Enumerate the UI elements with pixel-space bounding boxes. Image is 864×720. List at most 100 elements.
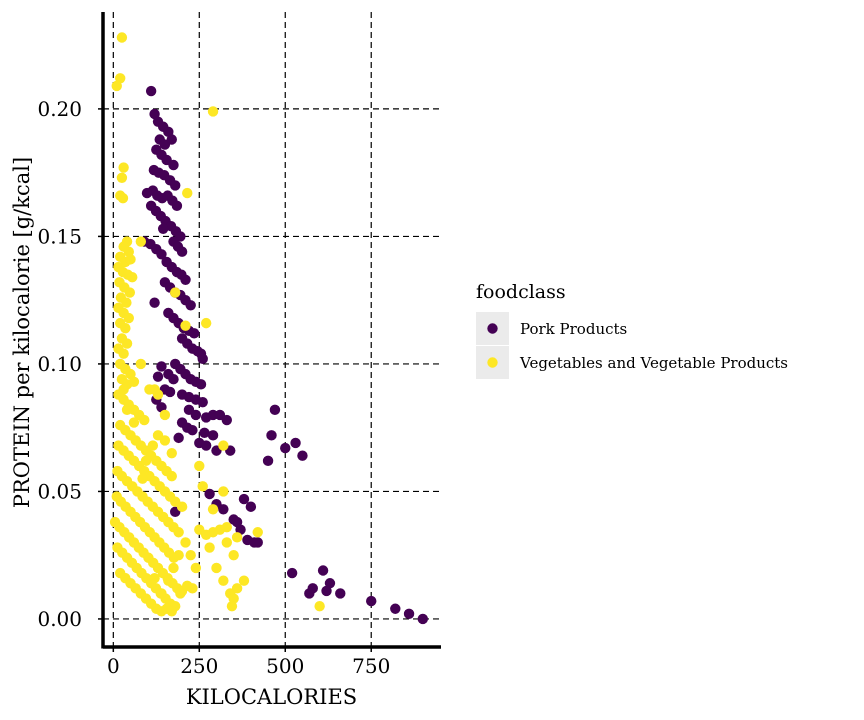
data-point [197,353,208,365]
data-point [180,274,191,285]
data-point [120,323,131,334]
legend-entries: Pork Products Vegetables and Vegetable Pr… [476,312,788,379]
data-point [116,172,128,183]
data-point [176,501,188,512]
data-point [149,572,160,584]
data-point [226,600,238,612]
data-point [121,404,133,416]
data-point [173,549,184,561]
x-tick-label: 250 [180,654,218,678]
data-point [314,600,325,612]
data-point [111,80,122,92]
data-point [221,521,232,533]
data-point [182,187,193,199]
x-tick-label: 750 [352,654,390,678]
data-point [187,425,198,436]
data-point [164,386,176,398]
data-point [117,192,129,204]
data-point [207,106,219,117]
data-point [221,537,232,548]
data-point [238,493,250,505]
data-point [231,516,243,528]
data-point [166,470,177,482]
data-point [159,435,171,446]
legend-entry: Vegetables and Vegetable Products [476,346,788,379]
x-tick-label: 500 [266,654,304,678]
data-point [166,447,177,459]
data-point [286,567,298,579]
data-point [417,613,429,625]
y-axis-title: PROTEIN per kilocalorie [g/kcal] [10,157,34,508]
data-point [231,583,243,594]
tick-labels: 0 250 500 750 0.00 0.05 0.10 0.15 0.20 [37,97,390,678]
legend-title: foodclass [476,281,566,303]
x-tick-label: 0 [107,654,120,678]
data-point [188,328,200,339]
data-point [207,527,219,538]
data-point [207,430,219,441]
data-point [156,588,167,599]
data-point [211,562,222,574]
data-point [390,603,401,614]
data-point [207,504,219,515]
data-point [187,583,198,594]
data-point [266,430,277,441]
data-point [252,537,263,548]
data-point [141,187,153,199]
data-point [175,588,186,599]
data-point [304,588,315,599]
data-points [109,32,429,625]
data-point [190,562,202,574]
data-point [252,527,263,538]
data-point [197,396,208,408]
data-point [269,404,281,416]
data-point [156,249,167,260]
data-point [135,358,147,370]
data-point [195,379,207,390]
legend-marker [487,323,498,334]
data-point [238,575,250,586]
data-point [180,537,191,548]
data-point [121,297,132,308]
data-point [228,549,239,561]
data-point [366,595,377,607]
data-point [280,442,291,454]
data-point [245,501,257,512]
data-point [297,450,308,461]
data-point [121,338,133,349]
data-point [147,440,159,451]
data-point [321,585,332,597]
data-point [199,427,210,438]
data-point [123,312,134,324]
data-point [152,371,164,382]
legend-label: Pork Products [520,320,627,338]
y-tick-label: 0.00 [37,607,82,631]
data-point [168,562,179,574]
data-point [157,223,169,234]
data-point [200,440,212,451]
data-point [170,180,181,191]
data-point [116,32,128,43]
data-point [185,300,196,311]
data-point [166,134,177,145]
data-point [140,455,152,467]
legend-entry: Pork Products [476,312,627,345]
legend: foodclass Pork Products Vegetables and Ve… [476,281,788,379]
data-point [170,287,181,298]
data-point [204,542,215,553]
data-point [194,460,205,472]
data-point [262,455,274,467]
data-point [118,162,129,173]
data-point [166,606,177,617]
data-point [221,414,232,426]
data-point [218,486,229,497]
data-point [180,320,191,331]
data-point [139,414,150,426]
data-point [145,85,157,97]
data-point [403,608,415,620]
data-point [128,417,140,428]
data-point [218,504,229,515]
data-point [128,376,140,387]
data-point [135,236,147,247]
